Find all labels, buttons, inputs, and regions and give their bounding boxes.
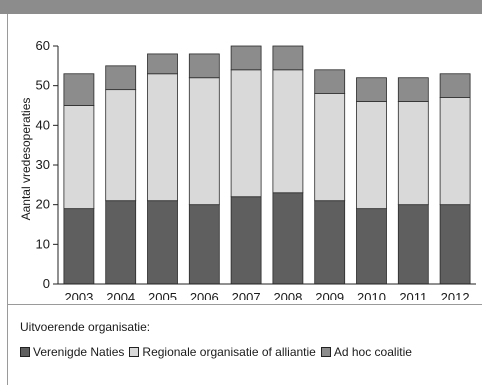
x-tick-label: 2003 bbox=[64, 290, 93, 300]
bar-segment bbox=[105, 89, 137, 202]
x-tick-label: 2012 bbox=[441, 290, 470, 300]
bar-segment bbox=[439, 204, 471, 285]
bar-segment bbox=[356, 208, 387, 285]
bar-segment bbox=[272, 69, 304, 194]
x-tick-label: 2011 bbox=[399, 290, 427, 300]
bar-segment bbox=[188, 53, 220, 79]
legend-swatch bbox=[129, 347, 140, 357]
bar-segment bbox=[63, 208, 95, 285]
bar-segment bbox=[272, 45, 304, 71]
bar-segment bbox=[105, 200, 137, 285]
legend: Verenigde Naties Regionale organisatie of… bbox=[20, 345, 417, 359]
bar-segment bbox=[63, 73, 95, 106]
top-band bbox=[0, 0, 482, 14]
bar-segment bbox=[314, 93, 346, 202]
bar-segment bbox=[439, 97, 471, 206]
bar-segment bbox=[147, 73, 178, 202]
legend-item: Regionale organisatie of alliantie bbox=[129, 345, 316, 359]
y-tick-label: 30 bbox=[36, 157, 50, 172]
x-tick-label: 2006 bbox=[190, 290, 219, 300]
legend-label: Regionale organisatie of alliantie bbox=[142, 345, 316, 359]
bar-segment bbox=[356, 77, 387, 102]
bar-segment bbox=[147, 53, 178, 75]
y-tick-label: 10 bbox=[36, 236, 50, 251]
x-tick-label: 2008 bbox=[273, 290, 302, 300]
bar-segment bbox=[230, 69, 262, 198]
bar-segment bbox=[314, 69, 346, 95]
legend-label: Verenigde Naties bbox=[33, 345, 125, 359]
bar-segment bbox=[314, 200, 346, 285]
bar-segment bbox=[439, 73, 471, 98]
x-tick-label: 2004 bbox=[106, 290, 135, 300]
bar-segment bbox=[397, 204, 429, 285]
stacked-bar-chart: 0 10 20 30 40 50 60 2003 2004 2005 2006 2007 2008 20… bbox=[19, 38, 476, 300]
y-axis-label: Aantal vredesoperaties bbox=[19, 98, 33, 221]
bar-segment bbox=[188, 204, 220, 285]
y-tick-label: 60 bbox=[36, 38, 50, 53]
x-tick-label: 2009 bbox=[315, 290, 344, 300]
y-tick-label: 50 bbox=[36, 78, 50, 93]
y-tick-label: 20 bbox=[36, 197, 50, 212]
legend-item: Verenigde Naties bbox=[20, 345, 124, 359]
legend-swatch bbox=[320, 347, 331, 357]
bar-segment bbox=[397, 101, 429, 206]
bar-segment bbox=[63, 105, 95, 210]
x-tick-label: 2007 bbox=[232, 290, 261, 300]
legend-label: Ad hoc coalitie bbox=[333, 345, 412, 359]
bar-segment bbox=[397, 77, 429, 102]
bar-segment bbox=[230, 45, 262, 71]
y-tick-label: 40 bbox=[36, 117, 50, 132]
legend-swatch bbox=[20, 347, 30, 357]
bar-segment bbox=[230, 196, 262, 285]
legend-divider bbox=[7, 304, 482, 305]
legend-title: Uitvoerende organisatie: bbox=[20, 320, 151, 334]
left-rule bbox=[7, 14, 8, 385]
legend-item: Ad hoc coalitie bbox=[320, 345, 412, 359]
bar-segment bbox=[188, 77, 220, 206]
bar-segment bbox=[105, 65, 137, 91]
x-tick-label: 2005 bbox=[148, 290, 177, 300]
y-tick-label: 0 bbox=[43, 276, 50, 291]
bar-segment bbox=[147, 200, 178, 285]
bar-segment bbox=[356, 101, 387, 210]
x-tick-label: 2010 bbox=[357, 290, 386, 300]
bar-segment bbox=[272, 192, 304, 285]
